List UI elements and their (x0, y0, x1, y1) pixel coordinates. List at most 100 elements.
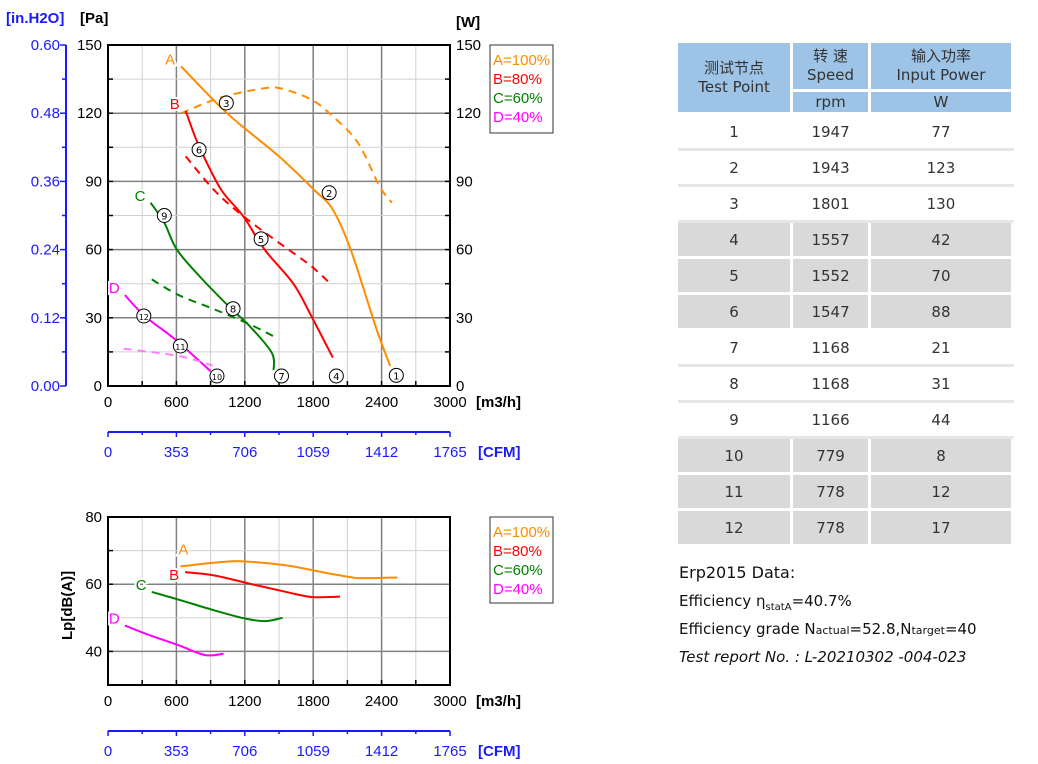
x-tick-label: 3000 (433, 394, 466, 411)
table-cell: 12 (678, 509, 794, 547)
cfm-axis-label: [CFM] (478, 743, 520, 760)
y-right-tick-label: 30 (456, 310, 473, 327)
header-cn: 测试节点 (704, 58, 765, 77)
test-point-label: 8 (230, 305, 236, 316)
test-point-marker (209, 368, 225, 384)
table-cell: 1552 (791, 257, 871, 295)
table-cell: 70 (869, 257, 1015, 295)
grade-sub: target (911, 624, 945, 637)
eff-label: Efficiency η (679, 592, 766, 610)
y-tick-label: 90 (85, 173, 102, 190)
test-point-label: 12 (139, 313, 149, 322)
header-speed: 转 速 Speed (791, 43, 871, 92)
test-point-marker (136, 308, 152, 324)
table-cell: 77 (869, 113, 1015, 151)
test-point-label: 3 (223, 99, 229, 110)
table-cell: 1557 (791, 221, 871, 259)
table-row: 10 779 8 (678, 437, 1015, 475)
y-tick-label: 0 (94, 378, 102, 395)
test-point-marker (328, 368, 344, 384)
x-tick-label: 1200 (228, 394, 261, 411)
table-row: 7 1168 21 (678, 329, 1015, 367)
test-point-marker (172, 338, 188, 354)
cfm-tick-label: 353 (164, 444, 189, 461)
series-line-b (184, 571, 341, 599)
series-line-d-power (123, 347, 213, 367)
header-en: Input Power (896, 66, 986, 84)
table-cell: 7 (678, 329, 794, 367)
unit-rpm: rpm (791, 90, 871, 115)
curve-label: A (165, 51, 175, 68)
x-axis-label: [m3/h] (476, 693, 521, 710)
test-point-marker (253, 231, 269, 247)
inh2o-tick-label: 0.12 (31, 310, 60, 327)
header-power: 输入功率 Input Power (869, 43, 1015, 92)
curve-label: A (178, 541, 188, 558)
curve-label: D (109, 611, 120, 628)
test-point-label: 4 (333, 372, 339, 383)
table-cell: 9 (678, 401, 794, 439)
y-tick-label: 30 (85, 310, 102, 327)
x-tick-label: 600 (164, 394, 189, 411)
inh2o-tick-label: 0.24 (31, 242, 60, 259)
series-line-c-pressure (149, 202, 276, 371)
inh2o-axis-label: [in.H2O] (6, 10, 64, 27)
table-row: 1 1947 77 (678, 113, 1015, 151)
test-report: Test report No. : L-20210302 -004-023 (679, 648, 967, 666)
legend-item: C=60% (493, 562, 543, 579)
series-line-a-power (180, 86, 393, 204)
cfm-tick-label: 706 (232, 444, 257, 461)
series-line-c-power (151, 278, 278, 340)
y-tick-label: 150 (77, 37, 102, 54)
legend-item: D=40% (493, 581, 543, 598)
table-cell: 1943 (791, 149, 871, 187)
series-line-d-pressure (124, 294, 212, 372)
efficiency-grade: Efficiency grade Nactual=52.8,Ntarget=40 (679, 620, 977, 638)
table-row: 2 1943 123 (678, 149, 1015, 187)
curve-label: D (109, 280, 120, 297)
test-point-table: 测试节点 Test Point 转 速 Speed 输入功率 Input Power … (678, 43, 1015, 547)
test-point-label: 9 (161, 212, 167, 223)
table-cell: 5 (678, 257, 794, 295)
table-cell: 1166 (791, 401, 871, 439)
x-tick-label: 2400 (365, 394, 398, 411)
cfm-tick-label: 1412 (365, 444, 398, 461)
x-tick-label: 1800 (297, 394, 330, 411)
x-tick-label: 1800 (297, 693, 330, 710)
legend-item: A=100% (493, 524, 550, 541)
inh2o-tick-label: 0.60 (31, 37, 60, 54)
w-axis-label: [W] (456, 14, 480, 31)
y-right-tick-label: 60 (456, 242, 473, 259)
eff-value: =40.7% (791, 592, 852, 610)
grade-mid: =52.8,N (849, 620, 912, 638)
table-cell: 6 (678, 293, 794, 331)
table-cell: 10 (678, 437, 794, 475)
table-row: 4 1557 42 (678, 221, 1015, 259)
y-right-tick-label: 90 (456, 173, 473, 190)
table-cell: 3 (678, 185, 794, 223)
test-point-marker (274, 368, 290, 384)
series-line-b-power (184, 155, 332, 286)
table-row: 3 1801 130 (678, 185, 1015, 223)
table-cell: 1 (678, 113, 794, 151)
table-cell: 42 (869, 221, 1015, 259)
header-en: Speed (807, 66, 855, 84)
y-tick-label: 60 (85, 242, 102, 259)
test-point-label: 10 (212, 373, 222, 382)
y-right-tick-label: 150 (456, 37, 481, 54)
table-row: 11 778 12 (678, 473, 1015, 511)
table-cell: 778 (791, 473, 871, 511)
series-line-a (180, 560, 398, 580)
curve-label: B (169, 567, 179, 584)
test-point-label: 1 (393, 371, 399, 382)
table-row: 9 1166 44 (678, 401, 1015, 439)
inh2o-tick-label: 0.36 (31, 173, 60, 190)
inh2o-tick-label: 0.48 (31, 105, 60, 122)
cfm-tick-label: 1059 (297, 444, 330, 461)
table-cell: 31 (869, 365, 1015, 403)
legend-item: B=80% (493, 543, 542, 560)
test-point-marker (321, 185, 337, 201)
x-tick-label: 2400 (365, 693, 398, 710)
x-tick-label: 0 (104, 693, 112, 710)
